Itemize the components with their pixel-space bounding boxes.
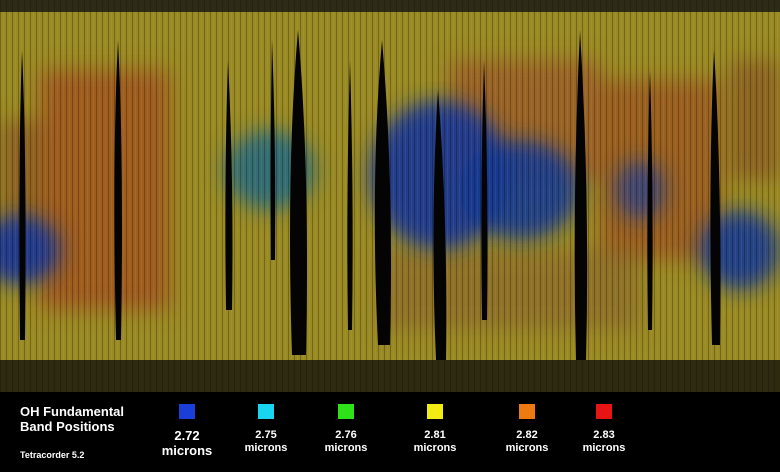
legend-entry-2-83: 2.83 microns <box>569 404 639 455</box>
legend-value: 2.82 <box>516 429 538 441</box>
legend-entry-2-82: 2.82 microns <box>492 404 562 455</box>
legend-value: 2.81 <box>424 429 446 441</box>
map-canvas <box>0 0 780 392</box>
legend-unit: microns <box>505 442 549 454</box>
south-edge <box>0 360 780 392</box>
legend-title: OH Fundamental Band Positions <box>20 404 125 434</box>
legend-unit: microns <box>413 442 457 454</box>
global-map <box>0 0 780 392</box>
legend-entry-2-81: 2.81 microns <box>400 404 470 455</box>
legend-entry-2-76: 2.76 microns <box>311 404 381 455</box>
legend-swatch <box>338 404 354 419</box>
legend-subtitle: Tetracorder 5.2 <box>20 450 85 460</box>
legend-value: 2.76 <box>335 429 357 441</box>
legend-swatch <box>519 404 535 419</box>
legend-entry-2-72: 2.72 microns <box>152 404 222 458</box>
legend-swatch <box>596 404 612 419</box>
legend-unit: microns <box>582 442 626 454</box>
legend-entry-2-75: 2.75 microns <box>231 404 301 455</box>
coverage-gaps <box>19 30 721 360</box>
legend-swatch <box>179 404 195 419</box>
legend-value: 2.72 <box>174 428 200 443</box>
legend-unit: microns <box>324 442 368 454</box>
legend-swatch <box>258 404 274 419</box>
legend: OH Fundamental Band Positions Tetracorde… <box>0 392 780 472</box>
legend-unit: microns <box>161 443 213 458</box>
legend-unit: microns <box>244 442 288 454</box>
legend-value: 2.83 <box>593 429 615 441</box>
legend-swatch <box>427 404 443 419</box>
north-edge <box>0 0 780 12</box>
legend-value: 2.75 <box>255 429 277 441</box>
